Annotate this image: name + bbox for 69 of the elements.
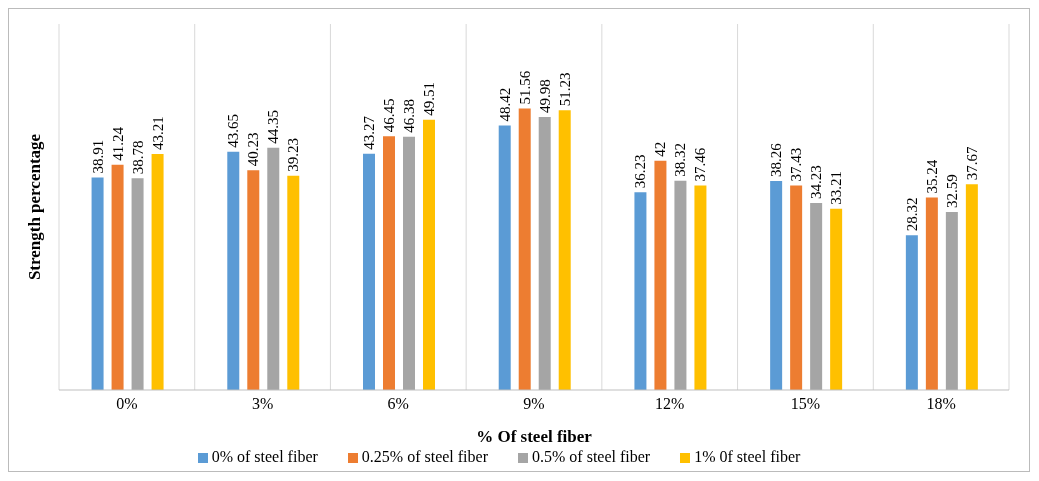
bar [634,192,647,390]
bar [403,136,415,390]
data-label: 34.23 [808,165,825,200]
bar [905,235,918,390]
bar [674,180,687,390]
data-label: 37.67 [963,146,980,181]
data-label: 38.26 [768,142,785,178]
bar [694,185,707,390]
data-label: 51.23 [556,72,573,107]
bar [770,181,783,390]
legend-label: 0.25% of steel fiber [361,448,488,465]
x-tick-label: 9% [523,395,545,413]
data-label: 28.32 [903,197,920,232]
data-label: 43.27 [361,115,377,150]
data-label: 35.24 [923,159,940,194]
bar [810,203,823,390]
x-axis-title: % Of steel fiber [476,427,593,446]
bar [830,208,843,390]
bar [965,184,978,390]
bar [383,136,395,390]
data-label: 39.23 [285,138,302,172]
bar [111,164,124,390]
data-label: 49.98 [536,79,553,114]
y-axis-title: Strength percentage [25,133,45,281]
data-label: 49.51 [421,81,437,116]
bar [558,110,571,390]
x-tick-label: 3% [251,395,274,413]
data-label: 51.56 [516,70,533,105]
bar [538,117,551,390]
data-label: 37.46 [692,147,709,182]
x-tick-label: 15% [790,395,821,413]
legend-label: 0% of steel fiber [211,448,318,465]
bar [925,197,938,390]
bar [363,153,375,390]
x-tick-label: 6% [387,395,409,413]
x-tick-label: 18% [926,395,956,413]
bar [790,185,803,390]
bar [498,125,511,390]
data-label: 43.21 [149,116,166,151]
legend-label: 1% 0f steel fiber [694,448,801,465]
bar [654,160,667,390]
data-label: 41.24 [109,126,126,161]
data-label: 40.23 [245,132,262,167]
bar [945,212,958,390]
data-label: 38.32 [672,143,689,177]
bar [227,151,240,390]
data-label: 38.91 [89,139,106,174]
bar [267,147,280,390]
data-label: 32.59 [943,174,960,209]
data-label: 42 [652,141,669,157]
bar [131,178,144,390]
data-label: 44.35 [265,110,282,144]
data-label: 36.23 [632,154,649,189]
data-label: 38.78 [129,140,146,175]
data-label: 48.42 [496,87,513,122]
data-label: 46.45 [381,98,397,133]
legend-label: 0.5% of steel fiber [532,448,651,465]
bar [151,154,164,390]
data-label: 33.21 [828,170,845,205]
bar [423,119,435,390]
bar [518,108,531,390]
x-tick-label: 12% [655,395,685,413]
data-label: 46.38 [401,99,417,133]
data-label: 43.65 [225,113,242,148]
x-tick-label: 0% [116,395,138,413]
bar [91,177,104,390]
bar [247,170,260,390]
bar [287,175,300,390]
data-label: 37.43 [788,147,805,182]
